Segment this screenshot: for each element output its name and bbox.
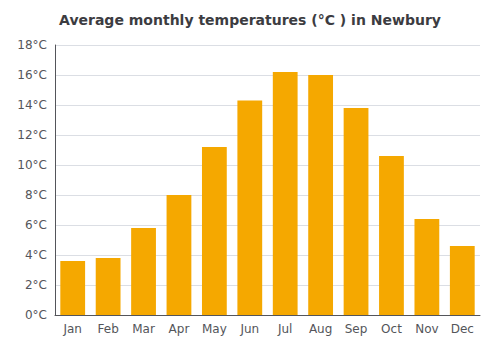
svg-text:6°C: 6°C [25, 218, 47, 232]
svg-text:Jun: Jun [239, 322, 259, 336]
svg-text:16°C: 16°C [17, 68, 47, 82]
svg-text:May: May [202, 322, 227, 336]
svg-text:Sep: Sep [345, 322, 368, 336]
svg-text:Apr: Apr [169, 322, 190, 336]
svg-text:2°C: 2°C [25, 278, 47, 292]
svg-text:4°C: 4°C [25, 248, 47, 262]
svg-text:Nov: Nov [415, 322, 438, 336]
svg-text:10°C: 10°C [17, 158, 47, 172]
svg-text:Mar: Mar [132, 322, 155, 336]
svg-text:12°C: 12°C [17, 128, 47, 142]
svg-text:Jan: Jan [62, 322, 82, 336]
svg-text:Average monthly temperatures (: Average monthly temperatures (°C ) in Ne… [59, 12, 441, 28]
svg-text:18°C: 18°C [17, 38, 47, 52]
svg-text:Jul: Jul [277, 322, 292, 336]
svg-text:14°C: 14°C [17, 98, 47, 112]
svg-text:Aug: Aug [309, 322, 332, 336]
svg-text:Oct: Oct [381, 322, 402, 336]
svg-text:Feb: Feb [98, 322, 119, 336]
svg-text:8°C: 8°C [25, 188, 47, 202]
svg-text:0°C: 0°C [25, 308, 47, 322]
svg-text:Dec: Dec [451, 322, 474, 336]
